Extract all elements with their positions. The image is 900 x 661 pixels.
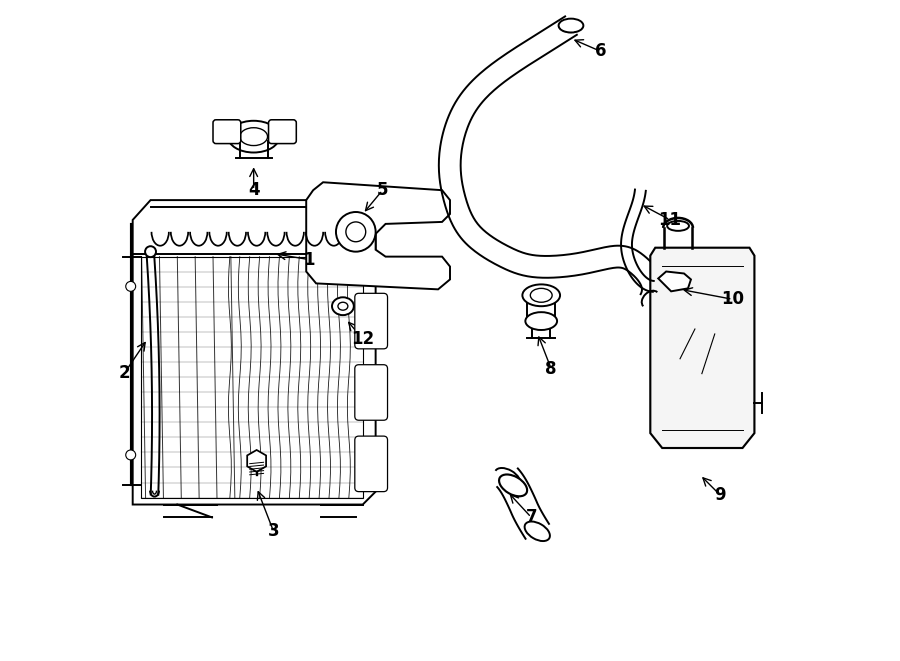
Polygon shape (658, 272, 691, 292)
Ellipse shape (500, 475, 527, 496)
Ellipse shape (667, 221, 689, 231)
Ellipse shape (332, 297, 354, 315)
Text: 1: 1 (303, 251, 315, 268)
Polygon shape (132, 200, 375, 504)
Ellipse shape (525, 522, 550, 541)
Ellipse shape (559, 19, 583, 32)
Ellipse shape (239, 128, 267, 145)
Text: 7: 7 (526, 508, 537, 526)
Text: 5: 5 (377, 181, 388, 199)
Ellipse shape (522, 284, 560, 306)
Text: 6: 6 (595, 42, 607, 60)
Bar (140, 256, 363, 498)
Text: 2: 2 (119, 364, 130, 381)
Circle shape (336, 212, 375, 252)
Text: 3: 3 (267, 522, 279, 540)
FancyBboxPatch shape (213, 120, 241, 143)
Text: 11: 11 (659, 211, 681, 229)
Polygon shape (306, 182, 450, 290)
Text: 4: 4 (248, 181, 259, 199)
Polygon shape (651, 248, 754, 448)
Circle shape (145, 246, 156, 257)
Circle shape (126, 450, 136, 460)
Ellipse shape (526, 312, 557, 330)
FancyBboxPatch shape (355, 293, 388, 349)
Text: 9: 9 (714, 486, 725, 504)
Circle shape (126, 282, 136, 292)
FancyBboxPatch shape (355, 365, 388, 420)
Text: 8: 8 (545, 360, 557, 377)
Ellipse shape (530, 288, 552, 302)
Ellipse shape (338, 302, 348, 310)
Ellipse shape (228, 121, 279, 153)
FancyBboxPatch shape (268, 120, 296, 143)
Text: 10: 10 (721, 290, 744, 308)
FancyBboxPatch shape (355, 436, 388, 492)
Circle shape (346, 222, 365, 242)
Text: 12: 12 (351, 330, 374, 348)
